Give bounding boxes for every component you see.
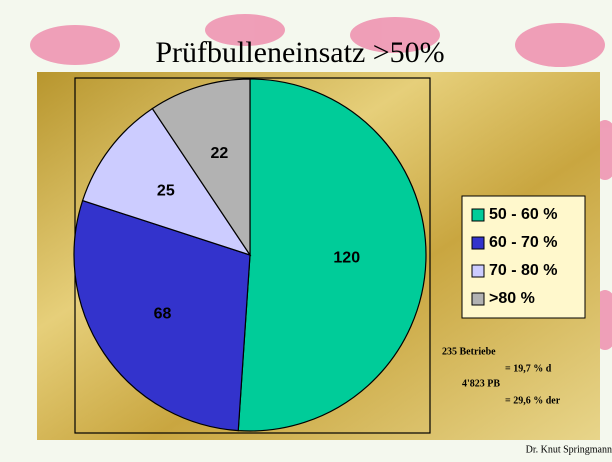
pie-slice xyxy=(237,78,427,432)
data-label: 68 xyxy=(154,305,172,322)
data-label: 22 xyxy=(210,145,228,162)
pie-slice xyxy=(151,78,251,257)
legend-swatch xyxy=(471,292,485,306)
data-label: 120 xyxy=(333,249,360,266)
pie: 120 68 25 22 xyxy=(73,78,427,432)
annotation: 4'823 PB xyxy=(462,378,500,389)
chart-title: Prüfbulleneinsatz >50% xyxy=(155,36,444,69)
legend-label: >80 % xyxy=(489,290,535,307)
legend-swatch xyxy=(471,236,485,250)
pie-slice xyxy=(81,107,252,257)
annotation: 235 Betriebe xyxy=(442,346,496,357)
legend-swatch xyxy=(471,208,485,222)
annotation: = 19,7 % d xyxy=(505,363,552,374)
legend: 50 - 60 % 60 - 70 % 70 - 80 % >80 % xyxy=(471,206,557,307)
legend-label: 50 - 60 % xyxy=(489,206,557,223)
pie-slice xyxy=(73,199,251,432)
legend-label: 70 - 80 % xyxy=(489,262,557,279)
data-label: 25 xyxy=(157,182,175,199)
footer: Dr. Knut Springmann xyxy=(526,444,612,455)
legend-label: 60 - 70 % xyxy=(489,234,557,251)
annotation: = 29,6 % der xyxy=(505,395,561,406)
legend-swatch xyxy=(471,264,485,278)
